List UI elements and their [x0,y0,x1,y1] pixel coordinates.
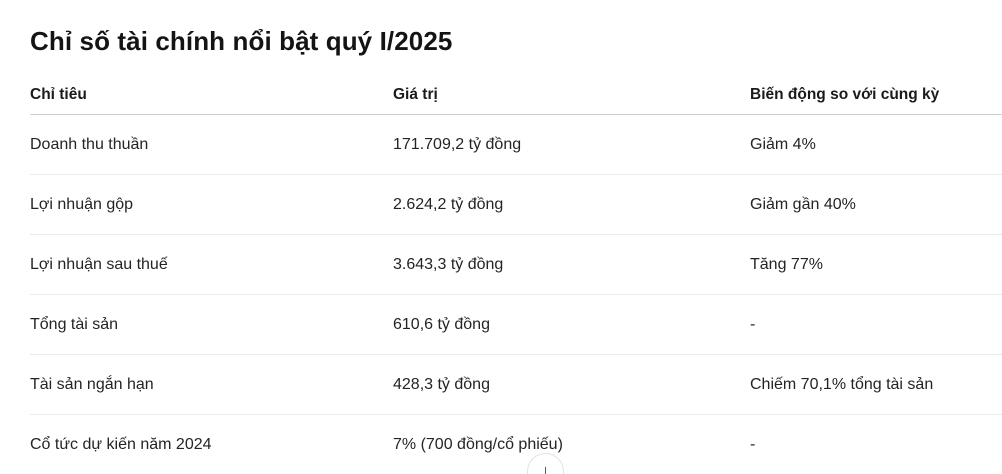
table-header-row: Chỉ tiêu Giá trị Biến động so với cùng k… [30,57,1002,115]
value-cell: 428,3 tỷ đồng [393,375,490,393]
change-cell: Giảm 4% [750,135,816,153]
metric-cell: Tài sản ngắn hạn [30,375,154,393]
table-row: Tổng tài sản 610,6 tỷ đồng - [30,295,1002,355]
value-cell: 2.624,2 tỷ đồng [393,195,504,213]
metric-cell: Tổng tài sản [30,315,119,333]
table-row: Lợi nhuận gộp 2.624,2 tỷ đồng Giảm gần 4… [30,175,1002,235]
table-row: Cổ tức dự kiến năm 2024 7% (700 đồng/cổ … [30,415,1002,474]
table-row: Lợi nhuận sau thuế 3.643,3 tỷ đồng Tăng … [30,235,1002,295]
table-row: Doanh thu thuần 171.709,2 tỷ đồng Giảm 4… [30,115,1002,175]
change-cell: Giảm gần 40% [750,195,856,213]
financial-indicators-table: Chỉ tiêu Giá trị Biến động so với cùng k… [30,57,1002,474]
value-cell: 610,6 tỷ đồng [393,315,490,333]
page-title: Chỉ số tài chính nổi bật quý I/2025 [30,26,453,56]
metric-cell: Lợi nhuận sau thuế [30,255,168,273]
column-header-metric: Chỉ tiêu [30,86,87,103]
change-cell: Tăng 77% [750,255,823,273]
metric-cell: Lợi nhuận gộp [30,195,134,213]
change-cell: - [750,436,756,453]
table-row: Tài sản ngắn hạn 428,3 tỷ đồng Chiếm 70,… [30,355,1002,415]
column-header-change: Biến động so với cùng kỳ [750,86,940,103]
value-cell: 171.709,2 tỷ đồng [393,135,522,153]
value-cell: 3.643,3 tỷ đồng [393,255,504,273]
metric-cell: Cổ tức dự kiến năm 2024 [30,436,212,453]
change-cell: Chiếm 70,1% tổng tài sản [750,375,934,393]
arrow-down-icon: ↓ [541,461,550,474]
column-header-value: Giá trị [393,86,438,103]
value-cell: 7% (700 đồng/cổ phiếu) [393,436,563,453]
change-cell: - [750,315,756,333]
metric-cell: Doanh thu thuần [30,135,149,153]
